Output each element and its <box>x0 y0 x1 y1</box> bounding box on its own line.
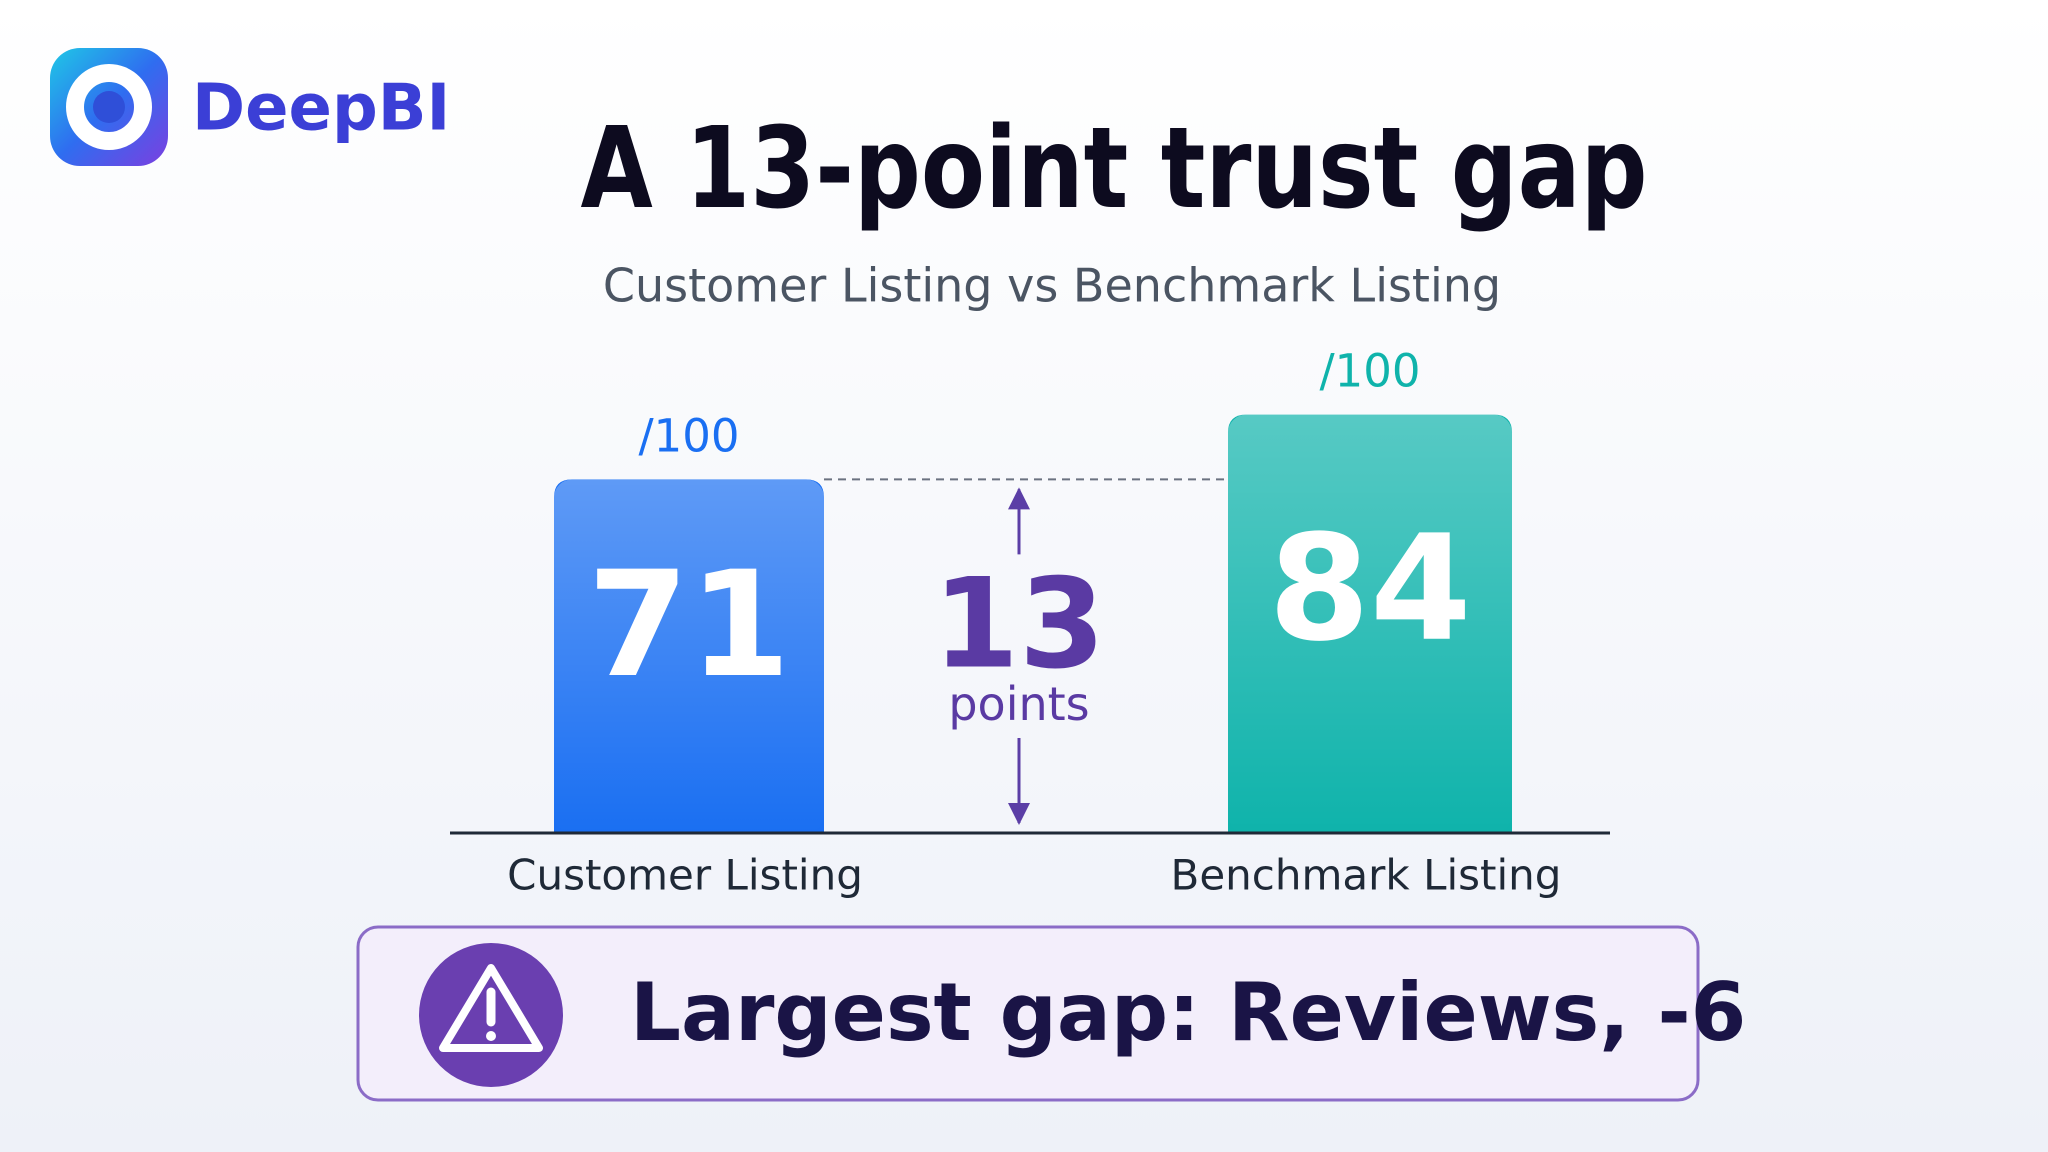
logo-dot <box>93 91 125 123</box>
bar-value: 84 <box>1268 504 1471 674</box>
bar-sheen <box>554 479 824 833</box>
callout-box <box>356 925 1700 1102</box>
warning-triangle <box>439 964 543 1052</box>
gap-unit: points <box>948 677 1089 731</box>
gap-arrow-down-head <box>1008 803 1030 825</box>
gap-arrow-up-head <box>1008 487 1030 510</box>
max-label: /100 <box>638 409 739 462</box>
plot: 71/100 Customer Listing 84/100 Benchmark Li… <box>450 345 1610 900</box>
x-tick-label: Benchmark Listing <box>1171 851 1562 900</box>
logo-ring <box>66 64 152 150</box>
callout-text: Largest gap: Reviews, -6 <box>630 966 1746 1059</box>
chart-title: A 13-point trust gap <box>581 104 1648 234</box>
max-label: /100 <box>1319 345 1420 398</box>
x-tick-label: Customer Listing <box>507 851 863 900</box>
bar-value: 71 <box>587 540 790 710</box>
warning-dot <box>486 1031 496 1041</box>
gap-value: 13 <box>933 553 1106 697</box>
bar-sheen <box>1228 414 1512 833</box>
brand: DeepBI <box>192 72 450 146</box>
chart-subtitle: Customer Listing vs Benchmark Listing <box>603 259 1501 313</box>
